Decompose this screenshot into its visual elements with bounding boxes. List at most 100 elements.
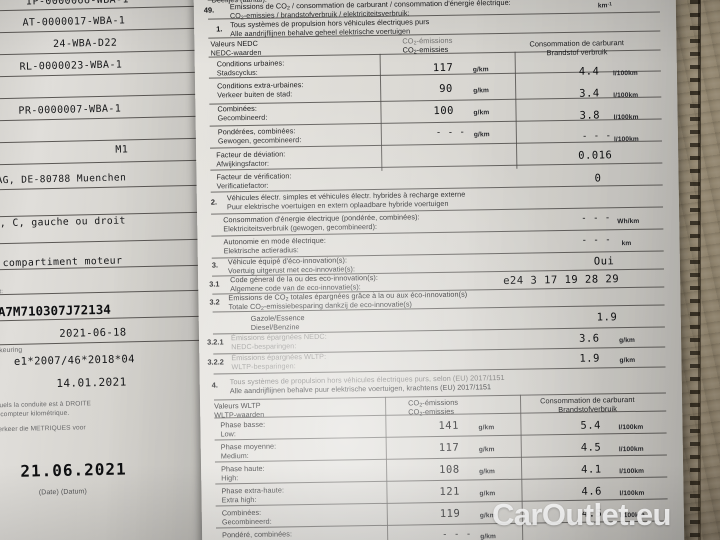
axle-positions: , B, C, gauche ou droit: [0, 215, 126, 230]
document-page-left: IP-0000066-WBA-1 AT-0000017-WBA-1 24-WBA…: [0, 0, 221, 540]
rule-line: [0, 339, 218, 346]
rule-line: [0, 93, 213, 100]
nedc-co2-unit: g/km: [473, 131, 490, 139]
manufacturer-address: ke AG, DE-80788 Muenchen: [0, 172, 127, 187]
wltp-co2-value: 141: [438, 419, 459, 433]
code-ip: IP-0000066-WBA-1: [25, 0, 129, 8]
eco-innovation-flag: Oui: [593, 255, 615, 268]
column-separator: [379, 53, 383, 171]
nedc-fuel-unit: l/100km: [613, 113, 639, 122]
section-3-number: 3.: [211, 260, 219, 270]
wltp-co2-value: - - -: [442, 529, 472, 540]
note-line-3: nd verkeer die METRIQUES voor: [0, 424, 86, 434]
approval-date: 14.01.2021: [56, 375, 127, 390]
eco-saving-total: 1.9: [596, 311, 618, 324]
km-unit: km-1: [597, 2, 613, 10]
note-line-1: lesquels la conduite est à DROITE: [0, 400, 92, 410]
table-rule: [214, 454, 667, 463]
rule-line: [0, 49, 212, 56]
nedc-co2-unit: g/km: [473, 87, 490, 95]
section-4-number: 4.: [211, 380, 219, 390]
rule-line: [0, 289, 217, 296]
fuel-type-label-nl: Diesel/Benzine: [250, 322, 300, 332]
nedc-co2-value: 117: [432, 61, 454, 75]
table-rule: [215, 476, 668, 485]
wltp-co2-unit: g/km: [478, 446, 495, 454]
section-49-number: 49.: [203, 5, 215, 15]
section-32-number: 3.2: [209, 297, 220, 307]
nedc-row-label-nl: Gecombineerd:: [217, 112, 268, 123]
nedc-fuel-unit: l/100km: [613, 135, 639, 144]
section-2-number: 2.: [210, 197, 218, 207]
section-32-label-nl: Totale CO2-emissiebesparing dankzij de e…: [228, 299, 413, 312]
deviation-value: 0.016: [578, 149, 613, 162]
section-322-label-nl: WLTP-besparingen:: [231, 361, 296, 372]
nedc-co2-value: 90: [439, 82, 453, 95]
signature-date: 21.06.2021: [20, 459, 127, 481]
code-24: 24-WBA-D22: [52, 37, 118, 50]
wltp-row-label-nl: Gecombineerd:: [221, 516, 272, 527]
wltp-saving-value: 1.9: [579, 352, 600, 365]
wltp-fuel-value: 4.6: [581, 485, 603, 498]
nedc-fuel-unit: l/100km: [613, 91, 639, 100]
elec-range-label-nl: Elektrische actieradius:: [223, 245, 299, 256]
approval-label: goedkeuring: [0, 346, 23, 355]
wltp-saving-unit: g/km: [619, 356, 636, 365]
rule-line: [0, 159, 214, 166]
wltp-header-nl: WLTP-waarden: [214, 409, 265, 420]
wltp-fuel-unit: l/100km: [618, 423, 644, 432]
section-1-label-nl: Alle aandrijflijnen behalve geheel elekt…: [230, 26, 411, 39]
wltp-row-label-nl: Extra high:: [221, 494, 257, 505]
nedc-co2-value: - - -: [435, 127, 466, 139]
table-rule: [210, 162, 663, 171]
wltp-fuel-unit: l/100km: [619, 467, 645, 476]
wltp-co2-unit: g/km: [478, 424, 495, 432]
wltp-co2-value: 117: [438, 441, 460, 455]
section-321-label-nl: NEDC-besparingen:: [231, 341, 297, 352]
nedc-row-label-nl: Verkeer buiten de stad:: [217, 89, 293, 100]
nedc-row-label-nl: Gewogen, gecombineerd:: [217, 135, 302, 146]
nedc-saving-value: 3.6: [578, 332, 600, 345]
wltp-co2-unit: g/km: [479, 468, 496, 476]
elec-consumption-value: - - -: [581, 213, 611, 224]
verification-label-nl: Verificatiefactor:: [216, 180, 269, 191]
verification-value: 0: [594, 172, 602, 185]
wltp-row-label-nl: Medium:: [220, 451, 249, 461]
wltp-fuel-value: 5.4: [580, 419, 602, 432]
vin-number: WBA7M710307J72134: [0, 301, 111, 320]
elec-consumption-unit: Wh/km: [617, 217, 640, 226]
wltp-co2-value: 121: [439, 485, 461, 499]
nedc-header-nl: NEDC-waarden: [210, 47, 262, 58]
rule-line: [0, 238, 216, 245]
first-registration-date: 2021-06-18: [59, 326, 127, 340]
eco-innovation-codes: e24 3 17 19 28 29: [503, 273, 620, 287]
nedc-co2-value: 100: [433, 104, 455, 118]
code-rl: RL-0000023-WBA-1: [19, 59, 123, 73]
wltp-co2-value: 108: [439, 463, 460, 477]
note-line-2: ur le compteur kilométrique.: [0, 409, 70, 419]
table-rule: [214, 432, 667, 441]
rule-line: [0, 137, 214, 144]
code-at: AT-0000017-WBA-1: [22, 15, 126, 29]
column-separator: [384, 396, 389, 540]
approval-number: e1*2007/46*2018*04: [13, 353, 136, 368]
nedc-col-co2-nl: CO2-emissies: [402, 44, 449, 56]
watermark: CarOutlet.eu: [492, 497, 671, 532]
nedc-fuel-unit: l/100km: [612, 69, 638, 78]
nedc-fuel-value: 4.4: [578, 65, 600, 78]
wltp-co2-value: 119: [439, 507, 461, 521]
elec-consumption-label-nl: Elektriciteitsverbruik (gewogen, gecombi…: [223, 221, 378, 234]
nedc-fuel-value: 3.8: [579, 109, 601, 122]
wltp-col-fuel-nl: Brandstofverbruik: [558, 404, 618, 415]
document-page-right: Particules (nombre): Deeltjes (aantal): …: [193, 0, 685, 540]
wltp-row-label-nl: Low:: [220, 429, 236, 439]
wltp-fuel-unit: l/100km: [618, 445, 644, 454]
nedc-row-label-nl: Stadscyclus:: [216, 67, 258, 78]
elec-range-unit: km: [621, 239, 632, 248]
background-stitch-seam: [690, 0, 700, 540]
section-4-label-nl: Alle aandrijflijnen behalve puur elektri…: [229, 382, 492, 396]
wltp-row-label-nl: High:: [221, 473, 239, 483]
section-322-number: 3.2.2: [207, 357, 224, 367]
nedc-co2-unit: g/km: [473, 109, 490, 117]
